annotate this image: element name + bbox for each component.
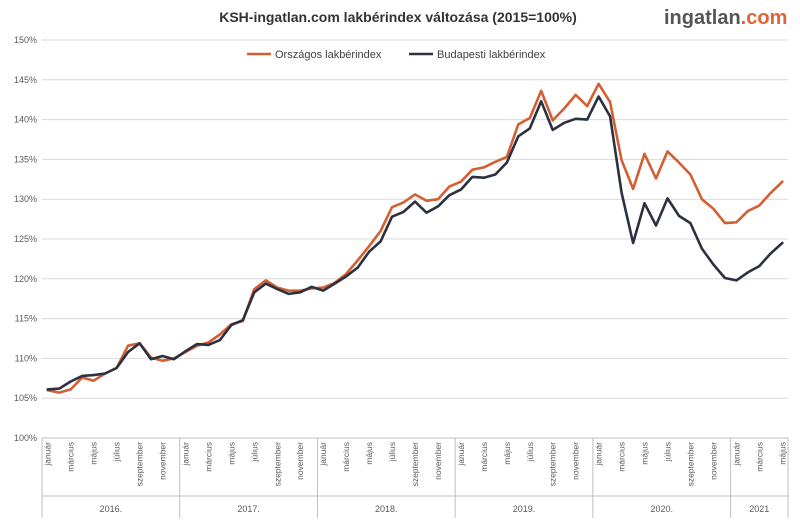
x-tick-label: szeptember (685, 442, 695, 487)
x-tick-label: március (617, 442, 627, 472)
x-tick-label: november (433, 442, 443, 480)
x-tick-label: szeptember (410, 442, 420, 487)
series-line-budapesti (46, 95, 784, 391)
y-tick-label: 110% (15, 353, 37, 363)
y-tick-label: 145% (14, 75, 37, 85)
x-tick-label: november (295, 442, 305, 480)
x-tick-label: május (640, 442, 650, 465)
x-tick-label: január (731, 442, 741, 467)
x-tick-label: szeptember (135, 442, 145, 487)
legend-label: Országos lakbérindex (275, 49, 382, 61)
y-tick-label: 150% (14, 35, 37, 45)
x-tick-label: május (89, 442, 99, 465)
y-tick-label: 130% (14, 194, 37, 204)
x-tick-label: március (479, 442, 489, 472)
logo-part-2: .com (741, 7, 788, 29)
x-tick-label: július (662, 442, 672, 462)
year-label: 2020. (650, 504, 673, 514)
year-label: 2018. (375, 504, 398, 514)
x-tick-label: május (226, 442, 236, 465)
x-tick-label: január (594, 442, 604, 467)
chart-title: KSH-ingatlan.com lakbérindex változása (… (219, 9, 577, 25)
x-tick-label: május (502, 442, 512, 465)
year-label: 2017. (237, 504, 260, 514)
y-tick-label: 100% (14, 433, 37, 443)
x-tick-label: szeptember (272, 442, 282, 487)
x-tick-label: március (66, 442, 76, 472)
series-line-orszagos (46, 82, 784, 394)
series-lines (46, 82, 784, 394)
legend-label: Budapesti lakbérindex (437, 49, 546, 61)
x-tick-label: november (708, 442, 718, 480)
y-tick-label: 120% (14, 274, 37, 284)
x-tick-label: január (318, 442, 328, 467)
x-tick-label: január (43, 442, 53, 467)
x-tick-label: január (180, 442, 190, 467)
y-axis-ticks: 100% 105% 110% 115% 120% 125% 130% 135% 140% 145%… (14, 35, 37, 443)
y-tick-label: 105% (14, 393, 37, 403)
x-tick-label: május (364, 442, 374, 465)
x-tick-label: július (387, 442, 397, 462)
x-tick-label: március (341, 442, 351, 472)
x-tick-label: május (777, 442, 787, 465)
y-tick-label: 115% (15, 314, 37, 324)
gridlines (42, 39, 788, 439)
x-tick-label: július (112, 442, 122, 462)
x-tick-label: november (571, 442, 581, 480)
x-tick-label: január (456, 442, 466, 467)
year-label: 2021 (749, 504, 769, 514)
x-tick-label: szeptember (548, 442, 558, 487)
x-tick-label: november (158, 442, 168, 480)
x-tick-label: március (203, 442, 213, 472)
y-tick-label: 125% (14, 234, 37, 244)
ingatlan-logo: ingatlan.com (664, 7, 787, 29)
x-tick-label: március (754, 442, 764, 472)
x-axis: január március május július szeptember novemb… (41, 437, 789, 518)
legend: Országos lakbérindex Budapesti lakbérinde… (247, 49, 546, 61)
y-tick-label: 140% (14, 115, 37, 125)
x-tick-label: július (249, 442, 259, 462)
x-tick-label: július (525, 442, 535, 462)
logo-part-1: ingatlan (664, 7, 741, 29)
year-label: 2016. (100, 504, 123, 514)
y-tick-label: 135% (14, 154, 37, 164)
year-label: 2019. (513, 504, 536, 514)
